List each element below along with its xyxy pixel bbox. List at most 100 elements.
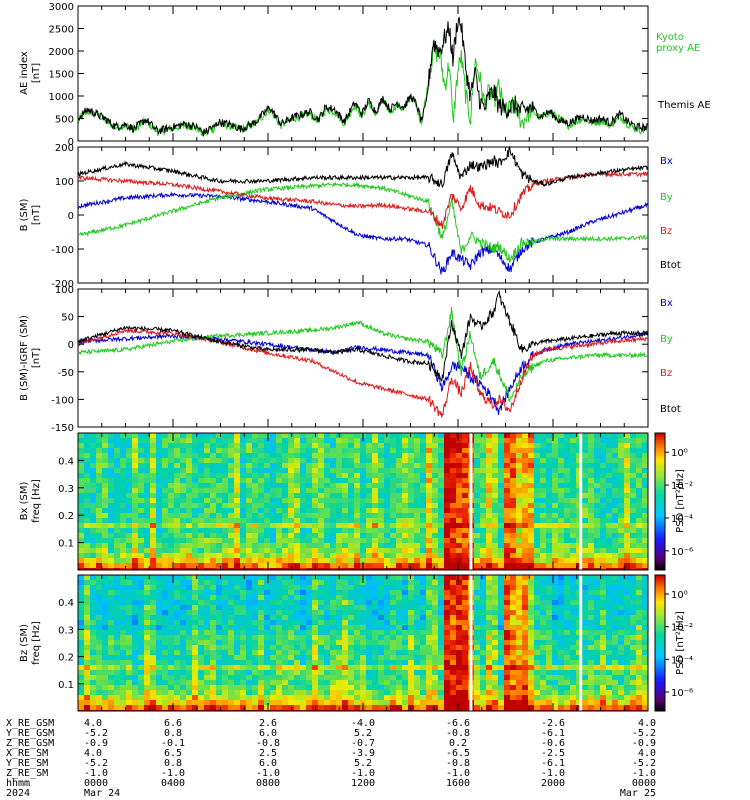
spec-cell [642, 498, 648, 503]
spec-cell [108, 523, 114, 528]
spec-cell [240, 595, 246, 600]
spec-cell [282, 458, 288, 463]
spec-cell [372, 448, 378, 453]
spec-cell [84, 645, 90, 650]
spec-cell [282, 580, 288, 585]
spec-cell [420, 630, 426, 635]
spec-cell [462, 685, 468, 690]
spec-cell [426, 468, 432, 473]
spec-cell [462, 680, 468, 685]
spec-cell [438, 543, 444, 548]
spec-cell [300, 580, 306, 585]
spec-cell [480, 680, 486, 685]
spec-cell [384, 513, 390, 518]
spec-cell [540, 478, 546, 483]
spec-cell [180, 605, 186, 610]
spec-cell [240, 463, 246, 468]
spec-cell [264, 620, 270, 625]
spec-cell [456, 590, 462, 595]
spec-cell [606, 563, 612, 568]
spec-cell [204, 595, 210, 600]
spec-cell [156, 508, 162, 513]
spec-cell [156, 553, 162, 558]
spec-cell [198, 630, 204, 635]
spec-cell [192, 513, 198, 518]
spec-cell [420, 558, 426, 563]
spec-cell [510, 685, 516, 690]
spec-cell [360, 443, 366, 448]
spec-cell [600, 568, 606, 570]
spec-cell [150, 548, 156, 553]
spec-cell [84, 473, 90, 478]
spec-cell [510, 700, 516, 705]
spec-cell [210, 548, 216, 553]
spec-cell [198, 690, 204, 695]
spec-cell [444, 548, 450, 553]
spec-cell [450, 453, 456, 458]
spec-cell [426, 473, 432, 478]
spec-cell [246, 548, 252, 553]
spec-cell [252, 650, 258, 655]
spec-cell [354, 553, 360, 558]
spec-cell [84, 553, 90, 558]
spec-cell [294, 493, 300, 498]
spec-cell [528, 553, 534, 558]
spec-cell [306, 543, 312, 548]
spec-cell [444, 518, 450, 523]
spec-cell [612, 493, 618, 498]
spec-cell [462, 483, 468, 488]
spec-cell [276, 553, 282, 558]
spec-cell [498, 518, 504, 523]
spec-cell [156, 503, 162, 508]
spec-cell [300, 615, 306, 620]
spec-cell [192, 705, 198, 710]
spec-cell [582, 458, 588, 463]
spec-cell [276, 438, 282, 443]
spec-cell [408, 448, 414, 453]
spec-cell [234, 433, 240, 438]
spec-cell [642, 483, 648, 488]
spec-cell [288, 518, 294, 523]
spec-cell [348, 585, 354, 590]
spec-cell [102, 443, 108, 448]
spec-cell [162, 523, 168, 528]
spec-cell [378, 518, 384, 523]
spec-cell [336, 518, 342, 523]
spec-cell [516, 675, 522, 680]
spec-cell [606, 538, 612, 543]
spec-cell [348, 508, 354, 513]
spec-cell [288, 543, 294, 548]
spec-cell [162, 620, 168, 625]
spec-cell [174, 620, 180, 625]
spec-cell [264, 595, 270, 600]
spec-cell [294, 528, 300, 533]
spec-cell [390, 580, 396, 585]
spec-cell [84, 438, 90, 443]
spec-cell [210, 473, 216, 478]
spec-cell [90, 468, 96, 473]
spec-cell [348, 448, 354, 453]
spec-cell [402, 595, 408, 600]
spec-cell [522, 468, 528, 473]
spec-cell [252, 700, 258, 705]
spec-cell [480, 685, 486, 690]
spec-cell [276, 538, 282, 543]
spec-cell [450, 690, 456, 695]
spec-cell [336, 690, 342, 695]
spec-cell [162, 675, 168, 680]
spec-cell [354, 503, 360, 508]
spec-cell [78, 695, 84, 700]
spec-cell [420, 478, 426, 483]
spec-cell [204, 463, 210, 468]
spec-cell [426, 458, 432, 463]
spec-cell [312, 590, 318, 595]
spec-cell [456, 543, 462, 548]
spec-cell [336, 503, 342, 508]
spec-cell [198, 650, 204, 655]
spec-cell [348, 590, 354, 595]
spec-cell [378, 635, 384, 640]
spec-cell [564, 508, 570, 513]
bx-ylabel-2: freq [Hz] [31, 479, 42, 523]
spec-cell [126, 488, 132, 493]
spec-cell [480, 620, 486, 625]
